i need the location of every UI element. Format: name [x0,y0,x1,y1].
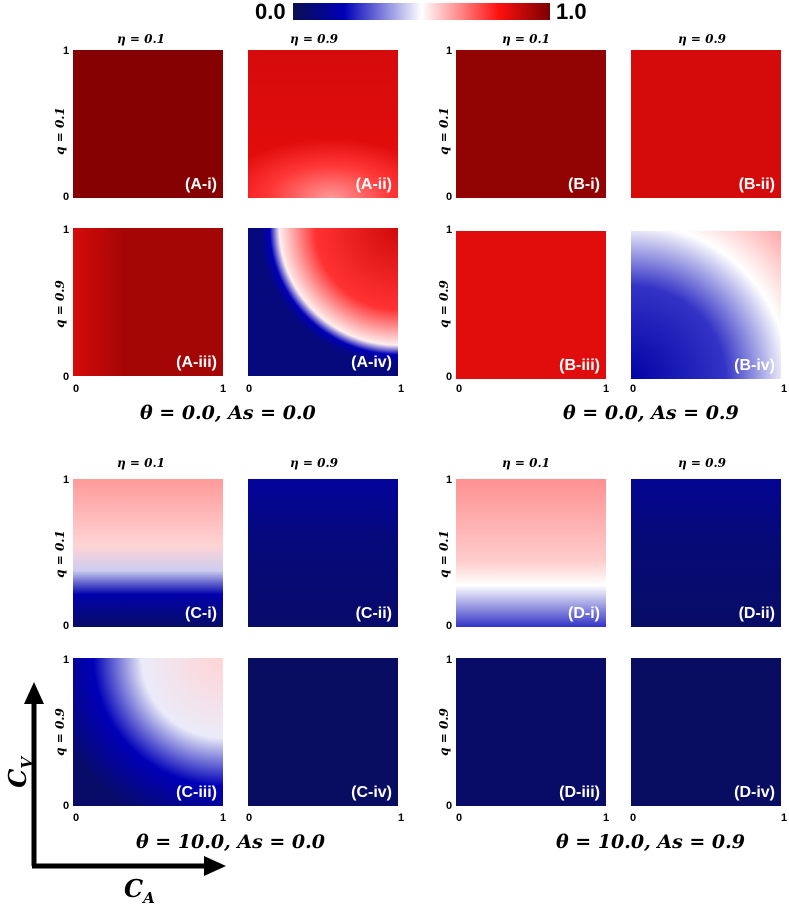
x-tick: 0 [456,812,463,824]
group-caption: θ = 10.0, As = 0.0 [136,831,325,853]
heatmap-panel: (B-ii) [631,50,781,198]
eta-label: η = 0.9 [290,32,339,46]
y-tick: 0 [446,191,453,203]
x-tick: 1 [398,383,405,395]
heatmap-panel: (C-iv) [248,658,398,806]
group-caption: θ = 10.0, As = 0.9 [556,831,745,853]
y-tick: 1 [446,224,453,236]
panel-tag: (D-iii) [559,784,600,801]
x-tick: 0 [630,383,637,395]
y-axis-label: CV [2,757,36,788]
heatmap-panel: (A-i) [73,50,223,198]
y-tick: 0 [446,371,453,383]
y-tick: 1 [446,474,453,486]
heatmap-panel: (D-iii) [456,658,606,806]
eta-label: η = 0.9 [678,32,727,46]
panel-tag: (D-iv) [734,784,775,801]
x-tick: 0 [73,383,80,395]
panel-tag: (A-ii) [355,176,392,193]
panel-tag: (D-i) [568,605,600,622]
panel-tag: (C-iii) [176,784,217,801]
x-tick: 0 [456,383,463,395]
x-tick: 1 [398,812,405,824]
y-axis-arrowhead [24,682,44,704]
heatmap-panel: (B-iii) [456,231,606,379]
panel-tag: (B-ii) [738,176,775,193]
eta-label: η = 0.1 [502,32,551,46]
y-tick: 0 [63,191,70,203]
group-caption: θ = 0.0, As = 0.0 [140,402,316,424]
x-tick: 1 [220,383,227,395]
x-tick: 1 [603,383,610,395]
x-tick: 0 [246,383,253,395]
y-tick: 1 [446,45,453,57]
x-tick: 0 [73,812,80,824]
eta-label: η = 0.9 [290,456,339,470]
colorbar [293,3,550,20]
y-tick: 0 [63,620,70,632]
panel-tag: (D-ii) [738,605,775,622]
panel-tag: (C-ii) [355,605,392,622]
y-tick: 1 [63,474,70,486]
eta-label: η = 0.9 [678,456,727,470]
heatmap-panel: (B-iv) [631,231,781,379]
y-tick: 1 [63,45,70,57]
x-axis-arrowhead [204,856,226,876]
panel-tag: (A-i) [185,176,217,193]
y-tick: 0 [446,620,453,632]
x-tick: 0 [246,812,253,824]
colorbar-min-label: 0.0 [255,0,286,24]
eta-label: η = 0.1 [502,456,551,470]
panel-tag: (B-i) [568,176,600,193]
x-tick: 1 [220,812,227,824]
y-tick: 0 [63,371,70,383]
y-tick: 0 [446,800,453,812]
group-caption: θ = 0.0, As = 0.9 [563,402,739,424]
panel-tag: (A-iv) [351,354,392,371]
x-axis-label: CA [124,874,155,907]
x-tick: 0 [630,812,637,824]
y-tick: 1 [63,654,70,666]
heatmap-panel: (D-iv) [631,658,781,806]
panel-tag: (A-iii) [176,354,217,371]
heatmap-panel: (C-iii) [73,658,223,806]
heatmap-panel: (C-ii) [248,479,398,627]
heatmap-panel: (A-iv) [248,228,398,376]
panel-tag: (C-iv) [351,784,392,801]
heatmap-panel: (A-ii) [248,50,398,198]
colorbar-max-label: 1.0 [556,0,587,24]
y-tick: 1 [63,224,70,236]
heatmap-panel: (A-iii) [73,228,223,376]
heatmap-panel: (C-i) [73,479,223,627]
eta-label: η = 0.1 [117,456,166,470]
heatmap-panel: (D-ii) [631,479,781,627]
y-tick: 1 [446,654,453,666]
panel-tag: (C-i) [185,605,217,622]
x-tick: 1 [781,812,788,824]
heatmap-panel: (D-i) [456,479,606,627]
eta-label: η = 0.1 [117,32,166,46]
y-tick: 0 [63,800,70,812]
x-tick: 1 [603,812,610,824]
panel-tag: (B-iv) [734,357,775,374]
x-tick: 1 [781,383,788,395]
heatmap-panel: (B-i) [456,50,606,198]
panel-tag: (B-iii) [559,357,600,374]
